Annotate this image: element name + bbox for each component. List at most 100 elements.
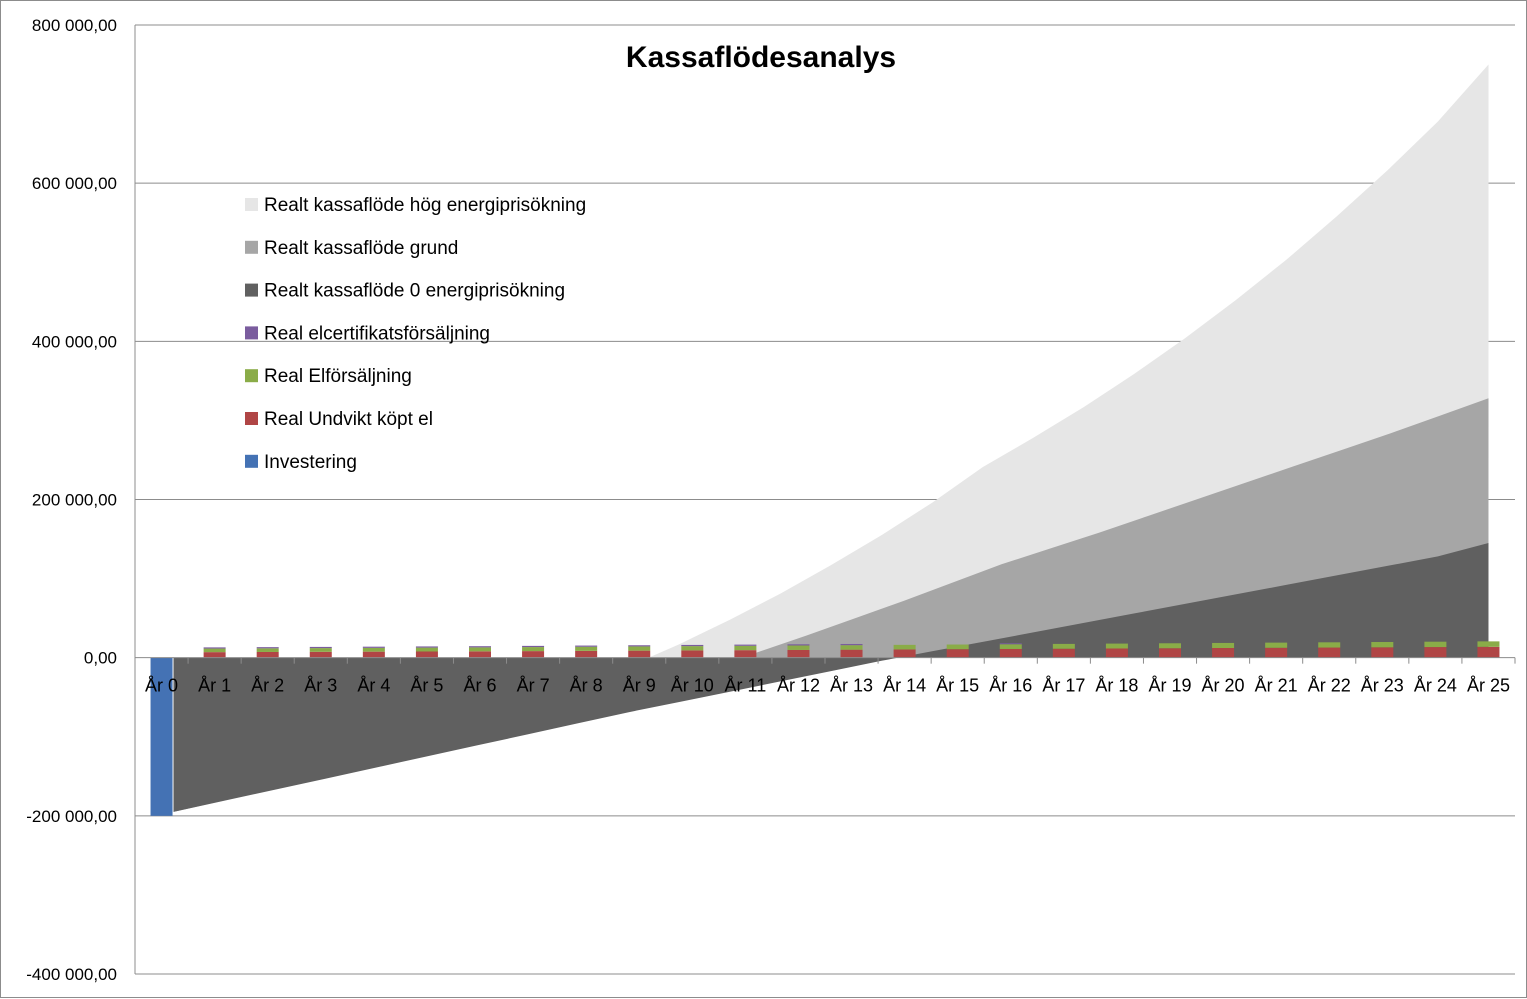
legend-entry: Realt kassaflöde 0 energiprisökning: [264, 281, 565, 302]
bar-real-undvikt-k-pt-el: [469, 651, 491, 658]
bar-real-undvikt-k-pt-el: [309, 651, 332, 658]
bar-real-undvikt-k-pt-el: [1424, 647, 1447, 658]
bar-real-elcertifikatsf-rs-ljning: [734, 644, 757, 646]
x-tick-label: År 9: [623, 676, 656, 696]
bar-real-elf-rs-ljning: [628, 646, 651, 651]
bar-real-elf-rs-ljning: [1159, 643, 1181, 649]
x-tick-label: År 25: [1467, 676, 1510, 696]
bar-real-elcertifikatsf-rs-ljning: [256, 647, 279, 649]
bar-real-elcertifikatsf-rs-ljning: [362, 646, 385, 648]
bar-real-undvikt-k-pt-el: [681, 650, 704, 658]
bar-real-elf-rs-ljning: [734, 645, 757, 651]
chart-title: Kassaflödesanalys: [626, 41, 896, 74]
x-tick-label: År 21: [1255, 676, 1298, 696]
legend-swatch: [245, 240, 258, 254]
x-tick-label: År 13: [830, 676, 873, 696]
legend-entry: Real elcertifikatsförsäljning: [264, 323, 490, 344]
bar-real-undvikt-k-pt-el: [1212, 648, 1235, 658]
bar-real-undvikt-k-pt-el: [415, 651, 438, 658]
bar-real-undvikt-k-pt-el: [575, 650, 598, 658]
y-tick-label: 200 000,00: [32, 491, 117, 510]
legend-swatch: [245, 412, 258, 425]
bar-real-elcertifikatsf-rs-ljning: [628, 645, 651, 647]
legend-swatch: [245, 198, 258, 211]
x-tick-label: År 5: [410, 676, 443, 696]
bar-real-elf-rs-ljning: [309, 648, 332, 652]
bar-real-undvikt-k-pt-el: [256, 651, 279, 658]
y-tick-label: -200 000,00: [26, 807, 117, 826]
x-tick-label: År 15: [936, 676, 979, 696]
bar-real-elcertifikatsf-rs-ljning: [681, 644, 704, 647]
bar-real-elf-rs-ljning: [415, 647, 438, 652]
bar-real-elcertifikatsf-rs-ljning: [415, 646, 438, 648]
y-tick-label: 600 000,00: [32, 174, 117, 193]
x-tick-label: År 8: [570, 676, 603, 696]
bar-real-elf-rs-ljning: [1371, 642, 1394, 648]
x-tick-label: År 2: [251, 676, 284, 696]
legend-entry: Realt kassaflöde grund: [264, 238, 458, 259]
x-tick-label: År 7: [517, 676, 550, 696]
bar-real-elcertifikatsf-rs-ljning: [469, 646, 491, 648]
bar-real-elf-rs-ljning: [999, 644, 1022, 649]
bar-real-undvikt-k-pt-el: [1159, 648, 1181, 658]
bar-real-undvikt-k-pt-el: [522, 651, 545, 658]
bar-real-undvikt-k-pt-el: [893, 649, 916, 658]
bar-real-elf-rs-ljning: [1105, 643, 1128, 649]
x-tick-label: År 17: [1042, 676, 1085, 696]
bar-real-undvikt-k-pt-el: [946, 649, 969, 658]
x-tick-label: År 12: [777, 676, 820, 696]
bar-real-elf-rs-ljning: [1212, 642, 1235, 649]
legend-swatch: [245, 454, 258, 468]
bar-real-elcertifikatsf-rs-ljning: [840, 643, 863, 646]
y-tick-label: -400 000,00: [26, 965, 117, 984]
bar-real-elf-rs-ljning: [787, 645, 810, 650]
x-tick-label: År 18: [1095, 676, 1138, 696]
bar-real-elcertifikatsf-rs-ljning: [309, 646, 332, 649]
legend-entry: Realt kassaflöde hög energiprisökning: [264, 195, 586, 216]
y-tick-label: 400 000,00: [32, 332, 117, 351]
bar-real-elf-rs-ljning: [1477, 641, 1500, 647]
bar-real-elf-rs-ljning: [256, 648, 279, 652]
x-tick-label: År 3: [304, 676, 337, 696]
bar-series: [150, 641, 1500, 816]
x-tick-label: År 6: [463, 676, 496, 696]
bar-real-elf-rs-ljning: [1318, 642, 1341, 648]
legend: Realt kassaflöde hög energiprisökning Rea…: [245, 195, 586, 473]
bar-real-undvikt-k-pt-el: [1265, 647, 1288, 658]
area-realt-kassafl-de-0-energipris-kning: [173, 543, 1489, 812]
x-tick-label: År 19: [1148, 676, 1191, 696]
y-tick-label: 0,00: [84, 649, 117, 668]
x-tick-label: År 4: [357, 676, 390, 696]
bar-real-undvikt-k-pt-el: [1371, 647, 1394, 658]
x-tick-label: År 14: [883, 676, 926, 696]
bar-real-undvikt-k-pt-el: [734, 650, 757, 658]
legend-entry: Real Undvikt köpt el: [264, 409, 433, 430]
x-tick-label: År 24: [1414, 676, 1457, 696]
bar-real-elf-rs-ljning: [840, 645, 863, 650]
bar-real-undvikt-k-pt-el: [1105, 648, 1128, 658]
bar-real-undvikt-k-pt-el: [628, 650, 651, 658]
bar-real-elf-rs-ljning: [362, 647, 385, 652]
x-tick-label: År 22: [1308, 676, 1351, 696]
legend-swatch: [245, 283, 258, 297]
legend-swatch: [245, 369, 258, 383]
bar-real-elf-rs-ljning: [469, 647, 491, 652]
x-tick-label: År 0: [145, 676, 178, 696]
bar-real-elf-rs-ljning: [1052, 643, 1075, 649]
bar-real-undvikt-k-pt-el: [362, 651, 385, 658]
bar-real-elf-rs-ljning: [203, 648, 226, 653]
bar-real-undvikt-k-pt-el: [1318, 647, 1341, 658]
area-series: [173, 64, 1489, 812]
bar-real-elcertifikatsf-rs-ljning: [575, 645, 598, 647]
bar-investering: [150, 657, 173, 816]
gridlines: [135, 24, 1515, 975]
x-tick-label: År 11: [725, 676, 767, 696]
bar-real-elcertifikatsf-rs-ljning: [787, 644, 810, 646]
bar-real-undvikt-k-pt-el: [787, 649, 810, 658]
bar-real-elcertifikatsf-rs-ljning: [203, 647, 226, 649]
bar-real-elf-rs-ljning: [522, 647, 545, 652]
bar-real-elf-rs-ljning: [1265, 642, 1288, 648]
bar-real-elf-rs-ljning: [575, 646, 598, 651]
